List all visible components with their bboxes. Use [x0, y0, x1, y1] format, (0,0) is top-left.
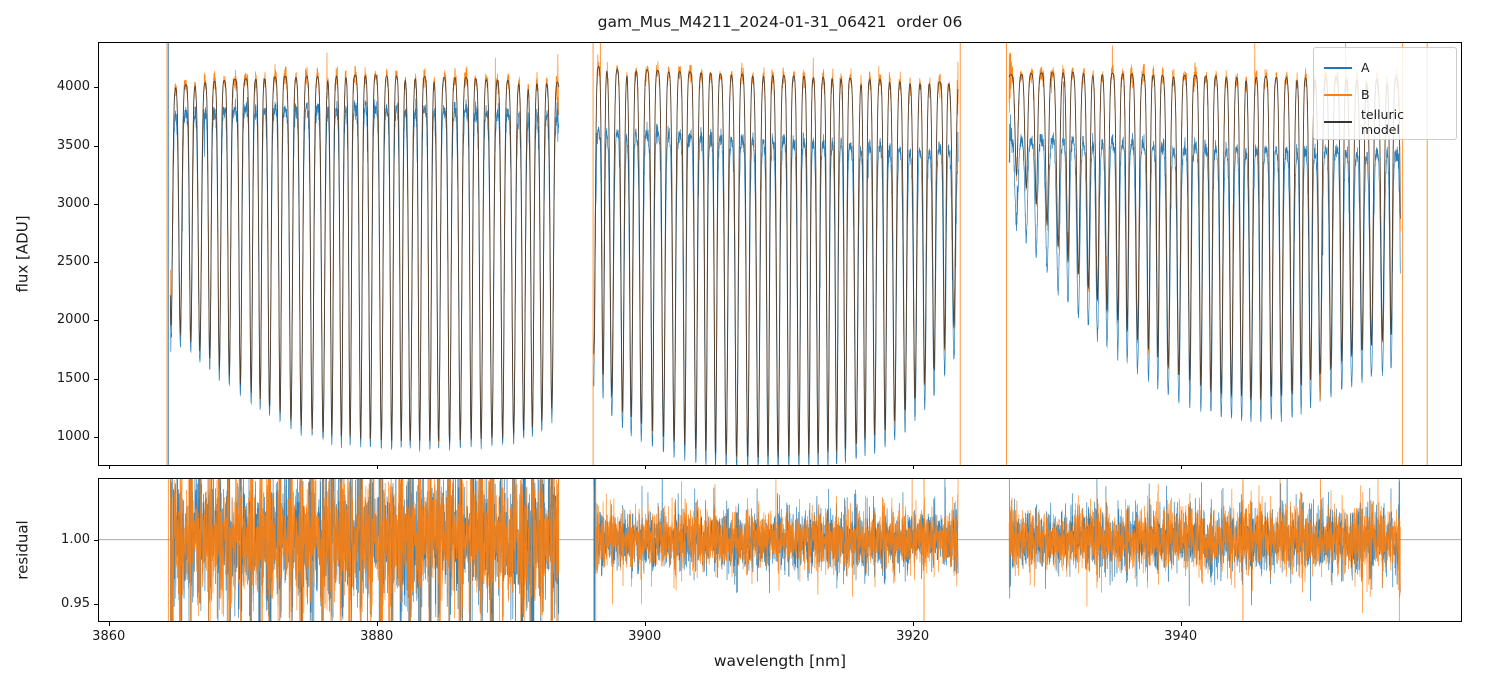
- x-axis-label: wavelength [nm]: [713, 652, 847, 670]
- legend-label: B: [1361, 87, 1370, 102]
- flux-y-tick-label: 1000: [56, 428, 90, 444]
- residual-y-tick-label: 1.00: [61, 531, 90, 547]
- x-tick-label: 3900: [628, 629, 662, 644]
- legend-line-swatch: [1324, 93, 1352, 96]
- legend-label: A: [1361, 60, 1370, 75]
- plot-title: gam_Mus_M4211_2024-01-31_06421 order 06: [597, 13, 963, 31]
- flux-y-tick-label: 3000: [56, 195, 90, 211]
- legend-entry-telluric-model: telluric model: [1314, 106, 1456, 137]
- legend-line-swatch: [1324, 120, 1352, 123]
- flux-y-tick-label: 1500: [56, 370, 90, 386]
- flux-y-tick-label: 2000: [56, 312, 90, 328]
- flux-y-tick-label: 3500: [56, 137, 90, 153]
- residual-axis-label: residual: [14, 520, 32, 580]
- legend-entry-b: B: [1314, 81, 1456, 108]
- residual-y-tick-label: 0.95: [61, 596, 90, 611]
- x-tick-label: 3920: [896, 629, 930, 644]
- x-tick-label: 3860: [92, 629, 126, 644]
- flux-y-tick-label: 4000: [56, 79, 90, 95]
- legend-entry-a: A: [1314, 54, 1456, 81]
- x-tick-label: 3940: [1164, 629, 1198, 644]
- legend-line-swatch: [1324, 66, 1352, 69]
- legend-label: telluric model: [1361, 106, 1404, 137]
- flux-y-tick-label: 2500: [56, 254, 90, 270]
- x-tick-label: 3880: [360, 629, 394, 644]
